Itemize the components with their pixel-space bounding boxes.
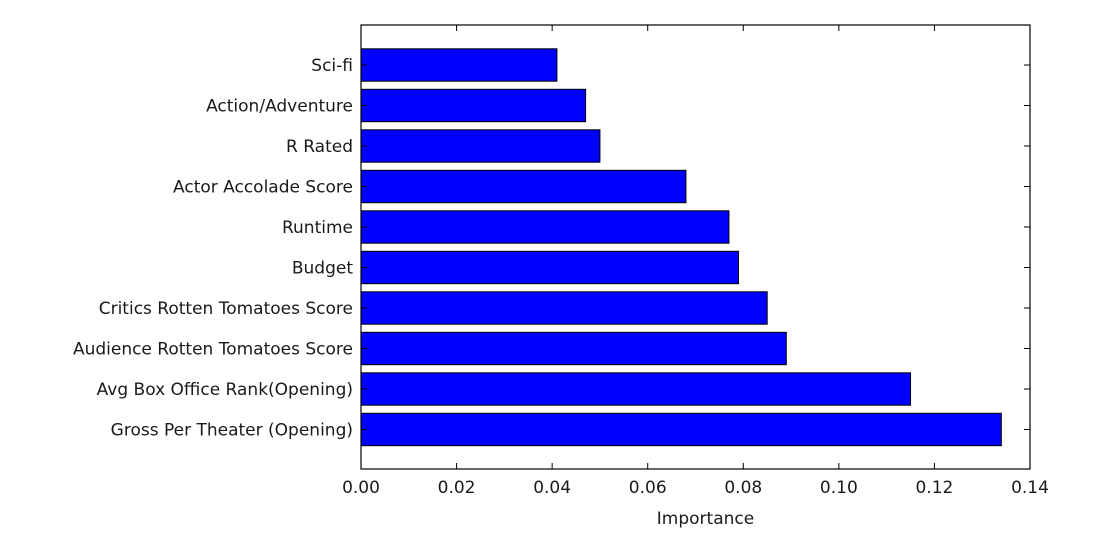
y-tick-label-0: Sci-fi — [311, 56, 353, 76]
y-tick-label-5: Budget — [292, 259, 353, 279]
y-tick-label-4: Runtime — [282, 218, 353, 238]
x-tick-label-3: 0.06 — [629, 478, 667, 498]
x-tick-label-7: 0.14 — [1011, 478, 1049, 498]
plot-frame — [360, 24, 1031, 470]
x-tick-label-4: 0.08 — [724, 478, 762, 498]
y-tick-label-1: Action/Adventure — [206, 97, 353, 117]
bar-7 — [360, 331, 787, 366]
x-axis-label: Importance — [657, 509, 754, 529]
y-tick-label-2: R Rated — [286, 137, 353, 157]
bar-8 — [360, 372, 912, 406]
x-tick-label-2: 0.04 — [533, 478, 571, 498]
y-ticks-group: Sci-fi Action/Adventure R Rated Actor Accol… — [73, 56, 1030, 441]
y-tick-label-8: Avg Box Office Rank(Opening) — [97, 380, 353, 400]
x-tick-label-0: 0.00 — [342, 478, 380, 498]
bar-2 — [360, 129, 601, 163]
x-tick-label-5: 0.10 — [820, 478, 858, 498]
y-tick-label-3: Actor Accolade Score — [173, 178, 353, 198]
bar-6 — [360, 291, 768, 325]
bar-0 — [360, 48, 558, 82]
bar-1 — [360, 88, 587, 123]
y-tick-label-9: Gross Per Theater (Opening) — [111, 421, 353, 441]
bar-9 — [360, 412, 1002, 447]
bars-group — [360, 48, 1002, 447]
bar-3 — [360, 169, 687, 204]
y-tick-label-6: Critics Rotten Tomatoes Score — [99, 299, 353, 319]
bar-4 — [360, 210, 730, 244]
bar-5 — [360, 250, 740, 285]
x-tick-label-1: 0.02 — [438, 478, 476, 498]
x-tick-label-6: 0.12 — [915, 478, 953, 498]
x-ticks-group: 0.00 0.02 0.04 0.06 0.08 0.10 0.12 0.14 — [342, 25, 1049, 498]
y-tick-label-7: Audience Rotten Tomatoes Score — [73, 340, 353, 360]
